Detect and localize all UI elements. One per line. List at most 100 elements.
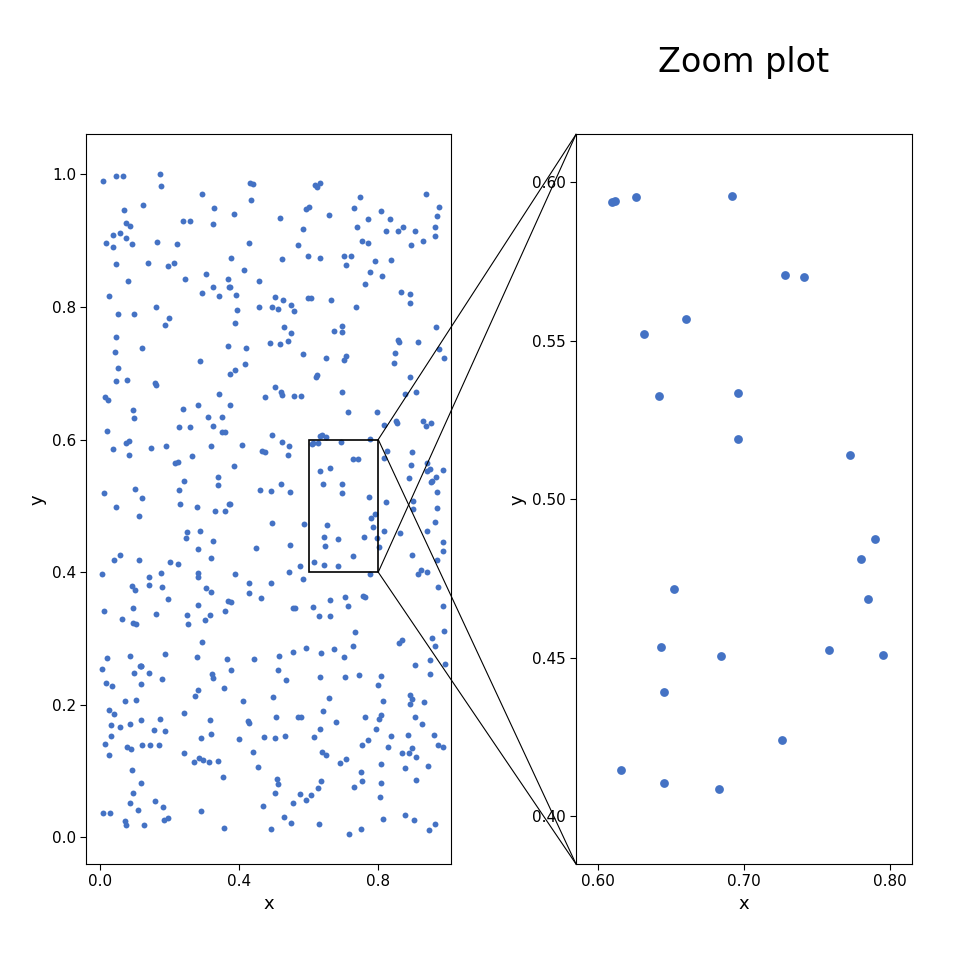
Point	[125, 601, 140, 616]
Point	[346, 451, 361, 467]
Point	[255, 799, 271, 814]
Point	[775, 732, 790, 748]
Point	[175, 213, 190, 228]
Point	[227, 206, 242, 222]
Point	[408, 750, 423, 765]
Point	[274, 252, 289, 267]
Point	[205, 278, 221, 294]
Point	[228, 316, 243, 331]
Point	[401, 745, 417, 760]
Point	[101, 393, 116, 408]
Point	[223, 367, 238, 382]
Point	[305, 600, 321, 615]
Point	[303, 788, 319, 804]
Point	[170, 236, 185, 252]
Point	[322, 690, 337, 706]
Point	[428, 320, 444, 335]
Point	[416, 694, 431, 709]
Point	[155, 672, 170, 687]
Point	[361, 732, 376, 748]
Point	[190, 569, 205, 585]
Point	[350, 452, 366, 468]
Point	[429, 500, 444, 516]
Point	[861, 590, 876, 606]
Point	[256, 729, 272, 744]
Point	[222, 279, 237, 295]
Point	[218, 424, 233, 440]
Point	[438, 656, 453, 671]
Point	[299, 792, 314, 807]
Point	[423, 416, 439, 431]
Point	[364, 511, 379, 526]
Point	[427, 638, 443, 654]
Point	[102, 703, 117, 718]
Point	[153, 565, 168, 581]
Point	[357, 589, 372, 605]
Point	[210, 754, 226, 769]
Point	[390, 332, 405, 348]
Point	[122, 796, 137, 811]
Point	[287, 389, 302, 404]
Point	[94, 660, 109, 676]
Point	[202, 712, 217, 728]
Point	[338, 258, 353, 274]
Point	[778, 267, 793, 282]
Bar	[309, 440, 378, 572]
Point	[257, 390, 273, 405]
Point	[354, 233, 370, 249]
Point	[194, 186, 209, 202]
X-axis label: x: x	[263, 895, 275, 913]
Point	[411, 334, 426, 349]
Point	[231, 732, 247, 747]
Point	[246, 652, 261, 667]
Point	[204, 550, 219, 565]
Point	[221, 593, 236, 609]
Point	[214, 410, 229, 425]
Point	[402, 696, 418, 711]
Point	[112, 548, 128, 564]
Point	[201, 410, 216, 425]
Point	[422, 666, 438, 682]
Point	[223, 662, 238, 678]
Point	[140, 255, 156, 271]
Point	[105, 678, 120, 693]
Point	[108, 169, 124, 184]
Point	[219, 651, 234, 666]
Point	[393, 525, 408, 540]
Point	[363, 431, 378, 446]
Point	[435, 534, 450, 549]
Point	[147, 722, 162, 737]
Point	[383, 252, 398, 268]
Point	[264, 576, 279, 591]
Point	[96, 603, 111, 618]
Point	[117, 813, 132, 828]
Point	[435, 543, 450, 559]
Point	[366, 519, 381, 535]
Point	[107, 706, 122, 721]
Point	[182, 213, 198, 228]
Point	[348, 300, 364, 315]
Point	[339, 348, 354, 364]
Point	[253, 590, 269, 606]
Point	[193, 804, 208, 819]
Point	[141, 569, 156, 585]
Point	[246, 744, 261, 759]
Point	[796, 270, 811, 285]
Point	[251, 300, 266, 315]
Point	[389, 414, 404, 429]
Point	[132, 659, 148, 674]
Point	[406, 812, 421, 828]
Point	[401, 470, 417, 486]
Point	[281, 439, 297, 454]
Point	[352, 190, 368, 205]
Point	[309, 368, 324, 383]
Point	[184, 448, 200, 464]
Point	[125, 785, 140, 801]
Point	[355, 588, 371, 604]
Point	[182, 420, 198, 435]
Point	[283, 325, 299, 341]
Point	[604, 195, 619, 210]
Point	[383, 729, 398, 744]
Point	[211, 288, 227, 303]
Point	[98, 736, 113, 752]
